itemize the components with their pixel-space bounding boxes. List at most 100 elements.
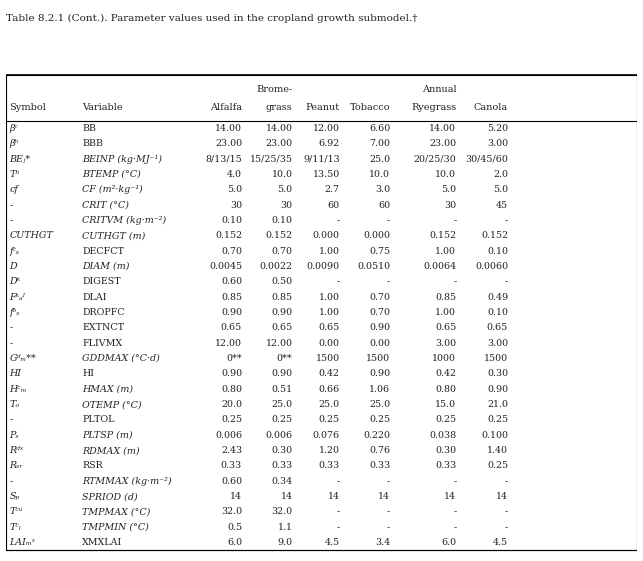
- Text: Tₒ: Tₒ: [10, 400, 19, 409]
- Text: TMPMAX (°C): TMPMAX (°C): [82, 507, 150, 516]
- Text: 4.5: 4.5: [325, 538, 340, 547]
- Text: 21.0: 21.0: [487, 400, 508, 409]
- Text: HMAX (m): HMAX (m): [82, 385, 133, 394]
- Text: 0.42: 0.42: [435, 369, 457, 378]
- Text: 8/13/15: 8/13/15: [205, 155, 242, 164]
- Text: 0.66: 0.66: [318, 385, 340, 394]
- Text: 0.60: 0.60: [221, 277, 242, 286]
- Text: Brome-: Brome-: [257, 85, 293, 94]
- Text: 0.90: 0.90: [487, 385, 508, 394]
- Text: 0.220: 0.220: [363, 431, 390, 440]
- Text: D: D: [10, 262, 17, 271]
- Text: EXTNCT: EXTNCT: [82, 323, 124, 332]
- Text: Sₚ: Sₚ: [10, 492, 20, 501]
- Text: PLTOL: PLTOL: [82, 415, 114, 424]
- Text: 23.00: 23.00: [215, 139, 242, 148]
- Text: 1.00: 1.00: [319, 293, 340, 302]
- Text: 0.0510: 0.0510: [357, 262, 390, 271]
- Text: Alfalfa: Alfalfa: [210, 103, 242, 112]
- Text: Rᵈˣ: Rᵈˣ: [10, 446, 24, 455]
- Text: -: -: [387, 277, 390, 286]
- Text: 0.75: 0.75: [369, 247, 390, 256]
- Text: 25.0: 25.0: [319, 400, 340, 409]
- Text: 0.006: 0.006: [215, 431, 242, 440]
- Text: cf: cf: [10, 185, 19, 194]
- Text: 0.152: 0.152: [481, 231, 508, 240]
- Text: 1.00: 1.00: [435, 247, 457, 256]
- Text: 23.00: 23.00: [266, 139, 293, 148]
- Text: 0.0064: 0.0064: [423, 262, 457, 271]
- Text: OTEMP (°C): OTEMP (°C): [82, 400, 141, 409]
- Text: 14: 14: [230, 492, 242, 501]
- Text: 60: 60: [378, 201, 390, 210]
- Text: -: -: [505, 507, 508, 516]
- Text: 0.0045: 0.0045: [209, 262, 242, 271]
- Text: 0.85: 0.85: [221, 293, 242, 302]
- Text: 30/45/60: 30/45/60: [465, 155, 508, 164]
- Text: 1.00: 1.00: [319, 308, 340, 317]
- Text: 1.1: 1.1: [278, 523, 293, 532]
- Text: 13.50: 13.50: [312, 170, 340, 179]
- Text: 14.00: 14.00: [430, 124, 457, 133]
- Text: Annual: Annual: [422, 85, 457, 94]
- Text: 0**: 0**: [226, 354, 242, 363]
- Text: 0.33: 0.33: [435, 461, 457, 470]
- Text: 0.25: 0.25: [487, 415, 508, 424]
- Text: -: -: [336, 277, 340, 286]
- Text: 0.10: 0.10: [487, 247, 508, 256]
- Text: DIAM (m): DIAM (m): [82, 262, 129, 271]
- Text: 10.0: 10.0: [369, 170, 390, 179]
- Text: 0.006: 0.006: [266, 431, 293, 440]
- Text: 6.0: 6.0: [227, 538, 242, 547]
- Text: 32.0: 32.0: [221, 507, 242, 516]
- Text: -: -: [453, 523, 457, 532]
- Text: 0.90: 0.90: [221, 369, 242, 378]
- Text: 0.000: 0.000: [312, 231, 340, 240]
- Text: -: -: [387, 477, 390, 486]
- Text: -: -: [336, 507, 340, 516]
- Text: 0.51: 0.51: [271, 385, 293, 394]
- Text: DIGEST: DIGEST: [82, 277, 121, 286]
- Text: -: -: [505, 216, 508, 225]
- Text: 0.33: 0.33: [221, 461, 242, 470]
- Text: Hᶜₘ: Hᶜₘ: [10, 385, 27, 394]
- Text: Tᶜₗ: Tᶜₗ: [10, 523, 22, 532]
- Text: 12.00: 12.00: [215, 339, 242, 348]
- Text: 30: 30: [280, 201, 293, 210]
- Text: 30: 30: [230, 201, 242, 210]
- Text: 2.7: 2.7: [325, 185, 340, 194]
- Text: 0.10: 0.10: [271, 216, 293, 225]
- Text: 12.00: 12.00: [312, 124, 340, 133]
- Text: 9/11/13: 9/11/13: [303, 155, 340, 164]
- Text: Tᶜᵘ: Tᶜᵘ: [10, 507, 23, 516]
- Text: -: -: [10, 477, 13, 486]
- Text: 20/25/30: 20/25/30: [413, 155, 457, 164]
- Text: 0.42: 0.42: [319, 369, 340, 378]
- Text: 5.0: 5.0: [227, 185, 242, 194]
- Text: CRITVM (kg·m⁻²): CRITVM (kg·m⁻²): [82, 216, 167, 225]
- Text: 60: 60: [328, 201, 340, 210]
- Text: 0.76: 0.76: [369, 446, 390, 455]
- Text: 0.33: 0.33: [271, 461, 293, 470]
- Text: 0.00: 0.00: [319, 339, 340, 348]
- Text: Rₛᵣ: Rₛᵣ: [10, 461, 23, 470]
- Text: GDDMAX (°C·d): GDDMAX (°C·d): [82, 354, 160, 363]
- Text: PLTSP (m): PLTSP (m): [82, 431, 132, 440]
- Text: 10.0: 10.0: [271, 170, 293, 179]
- Text: 0.80: 0.80: [435, 385, 457, 394]
- Text: BB: BB: [82, 124, 96, 133]
- Text: -: -: [336, 477, 340, 486]
- Text: Gᵈₘ**: Gᵈₘ**: [10, 354, 37, 363]
- Text: 14: 14: [280, 492, 293, 501]
- Text: 12.00: 12.00: [266, 339, 293, 348]
- Text: 0.152: 0.152: [430, 231, 457, 240]
- Text: 6.0: 6.0: [441, 538, 457, 547]
- Text: 0.25: 0.25: [369, 415, 390, 424]
- Text: 0.152: 0.152: [266, 231, 293, 240]
- Text: βʰ: βʰ: [10, 139, 19, 148]
- Text: -: -: [453, 277, 457, 286]
- Text: 0.49: 0.49: [487, 293, 508, 302]
- Text: 20.0: 20.0: [221, 400, 242, 409]
- Text: 1.00: 1.00: [435, 308, 457, 317]
- Text: Peanut: Peanut: [305, 103, 340, 112]
